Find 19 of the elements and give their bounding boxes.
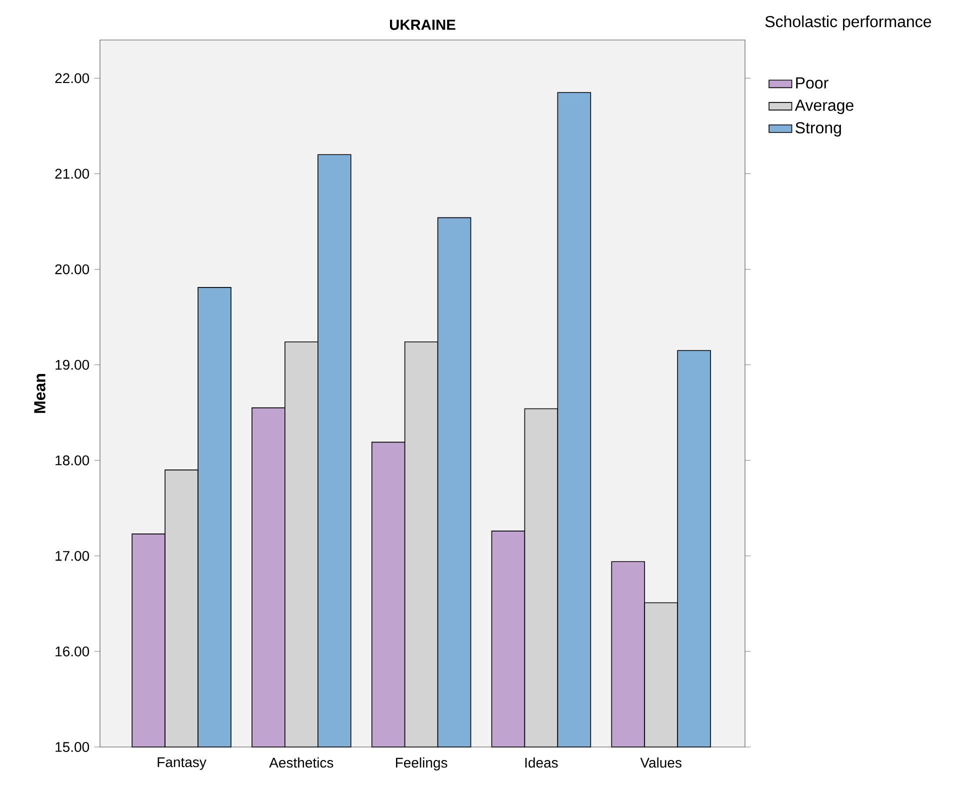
x-tick-label: Values: [640, 757, 682, 768]
y-tick-label: 19.00: [56, 360, 90, 370]
x-tick-label: Ideas: [525, 757, 558, 768]
legend-label: Average: [794, 100, 854, 114]
y-tick-label: 16.00: [56, 646, 90, 656]
y-tick-label: 22.00: [55, 73, 90, 84]
x-tick-label: Feelings: [396, 757, 448, 770]
y-tick-label: 18.00: [56, 455, 90, 466]
x-tick-label: Fantasy: [158, 757, 206, 770]
y-tick-label: 17.00: [56, 550, 90, 561]
y-tick-label: 21.00: [55, 168, 90, 179]
chart-title: UKRAINE: [390, 20, 456, 30]
y-tick-label: 20.00: [55, 264, 90, 274]
y-tick-label: 15.00: [56, 742, 90, 752]
y-axis-title: Mean: [34, 374, 46, 413]
x-tick-label: Aesthetics: [269, 757, 334, 768]
legend-title: Scholastic performance: [765, 16, 932, 30]
legend-label: Strong: [796, 122, 841, 137]
legend-label: Poor: [796, 77, 828, 89]
